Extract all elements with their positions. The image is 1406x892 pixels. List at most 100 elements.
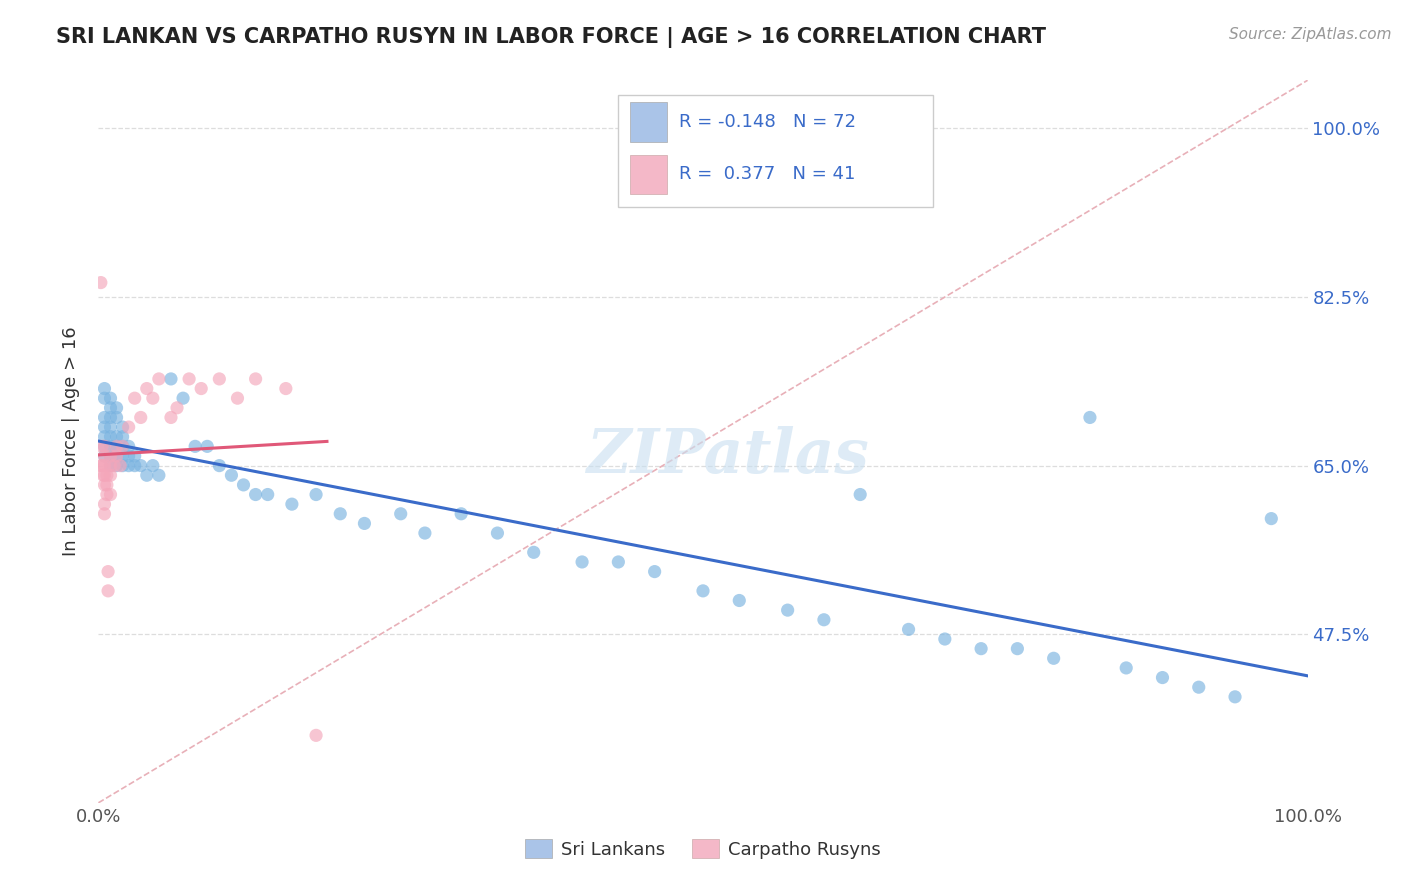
Point xyxy=(93,497,115,511)
Point xyxy=(97,583,120,598)
Point xyxy=(100,449,122,463)
Point xyxy=(897,623,920,637)
Point xyxy=(111,420,134,434)
Point xyxy=(100,458,122,473)
Point xyxy=(96,487,118,501)
Point xyxy=(100,430,122,444)
Point xyxy=(135,468,157,483)
Point xyxy=(105,439,128,453)
Text: SRI LANKAN VS CARPATHO RUSYN IN LABOR FORCE | AGE > 16 CORRELATION CHART: SRI LANKAN VS CARPATHO RUSYN IN LABOR FO… xyxy=(56,27,1046,48)
Point xyxy=(1223,690,1246,704)
Point xyxy=(813,613,835,627)
Point xyxy=(172,391,194,405)
Point xyxy=(96,478,118,492)
Point xyxy=(195,439,218,453)
Point xyxy=(91,439,114,453)
Point xyxy=(1115,661,1137,675)
Point xyxy=(93,478,115,492)
Point xyxy=(221,468,243,483)
Point xyxy=(413,526,436,541)
Point xyxy=(274,382,297,396)
Point xyxy=(105,410,128,425)
Point xyxy=(226,391,249,405)
Point xyxy=(93,449,115,463)
Point xyxy=(111,439,134,453)
Point xyxy=(93,449,115,463)
Point xyxy=(90,276,112,290)
Point xyxy=(111,458,134,473)
Point xyxy=(329,507,352,521)
Bar xyxy=(630,102,666,142)
Point xyxy=(105,401,128,415)
Point xyxy=(305,728,328,742)
Point xyxy=(281,497,304,511)
Point xyxy=(934,632,956,646)
Point xyxy=(208,372,231,386)
Legend: Sri Lankans, Carpatho Rusyns: Sri Lankans, Carpatho Rusyns xyxy=(517,832,889,866)
Point xyxy=(142,391,165,405)
Point xyxy=(97,565,120,579)
Point xyxy=(692,583,714,598)
Point xyxy=(103,458,125,473)
Point xyxy=(91,458,114,473)
Point xyxy=(124,458,146,473)
Point xyxy=(118,420,141,434)
Point xyxy=(100,420,122,434)
Point xyxy=(100,468,122,483)
Point xyxy=(93,391,115,405)
Point xyxy=(1007,641,1029,656)
Point xyxy=(100,439,122,453)
Point xyxy=(93,410,115,425)
Point xyxy=(256,487,278,501)
Point xyxy=(148,372,170,386)
Point xyxy=(118,439,141,453)
Point xyxy=(160,372,183,386)
Point xyxy=(135,382,157,396)
Text: R = -0.148   N = 72: R = -0.148 N = 72 xyxy=(679,113,856,131)
Point xyxy=(160,410,183,425)
Point xyxy=(142,458,165,473)
Point xyxy=(1042,651,1064,665)
Point xyxy=(607,555,630,569)
Text: ZIPatlas: ZIPatlas xyxy=(586,426,869,486)
Point xyxy=(93,507,115,521)
FancyBboxPatch shape xyxy=(619,95,932,207)
Point xyxy=(105,449,128,463)
Point xyxy=(105,439,128,453)
Point xyxy=(970,641,993,656)
Point xyxy=(129,410,152,425)
Point xyxy=(108,458,131,473)
Point xyxy=(245,487,267,501)
Point xyxy=(93,468,115,483)
Point xyxy=(849,487,872,501)
Text: Source: ZipAtlas.com: Source: ZipAtlas.com xyxy=(1229,27,1392,42)
Point xyxy=(1152,671,1174,685)
Point xyxy=(100,410,122,425)
Point xyxy=(93,420,115,434)
Text: R =  0.377   N = 41: R = 0.377 N = 41 xyxy=(679,165,855,183)
Point xyxy=(93,439,115,453)
Point xyxy=(148,468,170,483)
Point xyxy=(486,526,509,541)
Point xyxy=(232,478,254,492)
Point xyxy=(93,382,115,396)
Point xyxy=(91,468,114,483)
Point xyxy=(166,401,188,415)
Point xyxy=(111,430,134,444)
Point xyxy=(523,545,546,559)
Point xyxy=(105,430,128,444)
Point xyxy=(100,487,122,501)
Bar xyxy=(630,154,666,194)
Point xyxy=(90,458,112,473)
Point xyxy=(100,449,122,463)
Point xyxy=(124,391,146,405)
Point xyxy=(245,372,267,386)
Point xyxy=(1260,511,1282,525)
Point xyxy=(728,593,751,607)
Point xyxy=(100,401,122,415)
Point xyxy=(776,603,799,617)
Point xyxy=(129,458,152,473)
Point xyxy=(1078,410,1101,425)
Point xyxy=(118,449,141,463)
Point xyxy=(93,430,115,444)
